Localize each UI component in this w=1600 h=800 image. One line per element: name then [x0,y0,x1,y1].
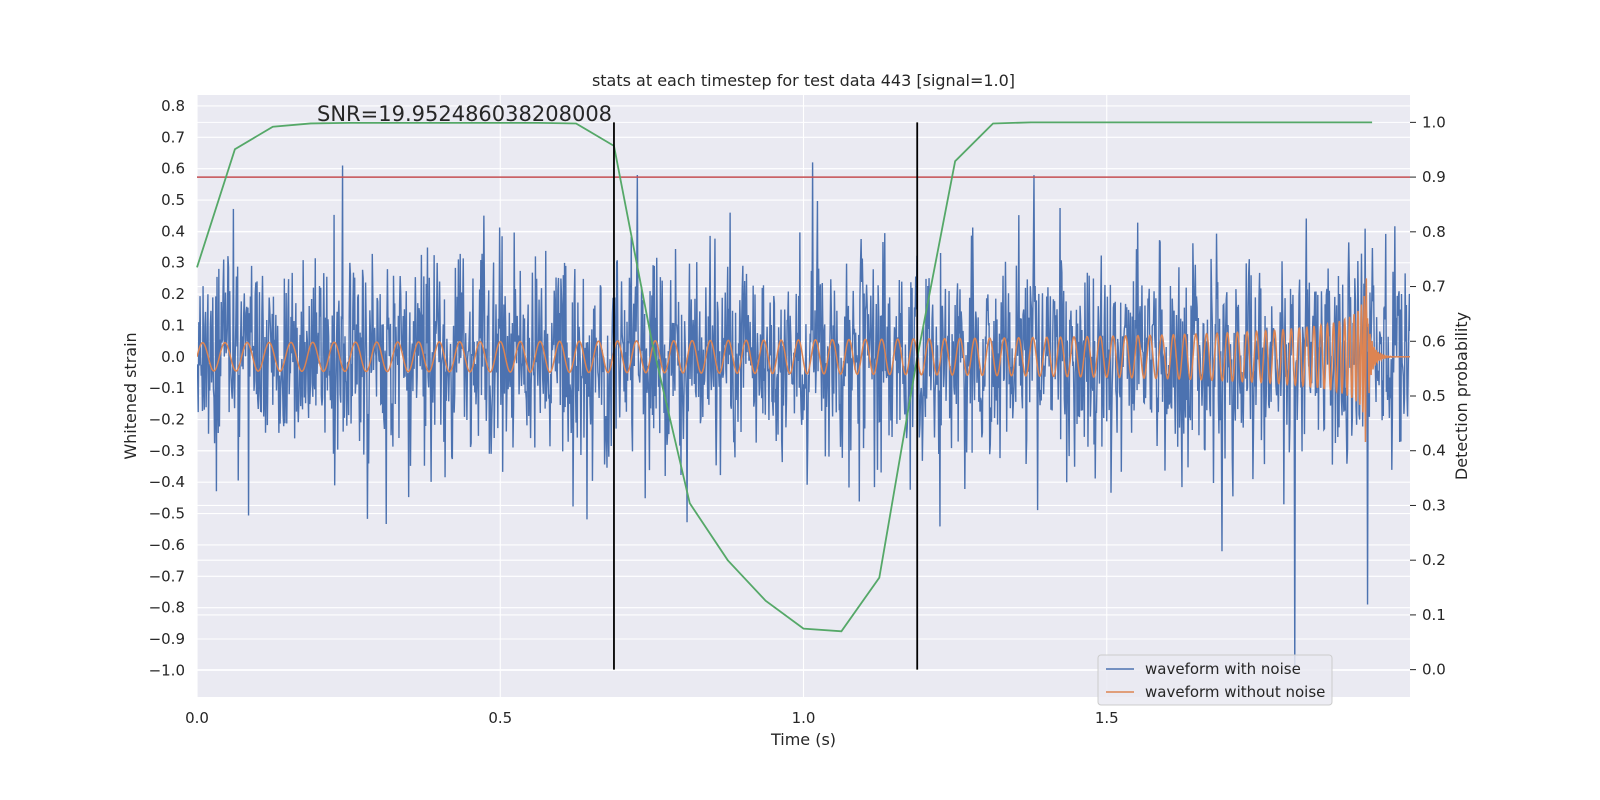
y-tick-label: 0.6 [161,160,185,178]
y2-tick-label: 0.1 [1422,606,1446,624]
y2-tick-label: 0.5 [1422,387,1446,405]
overlay-layer [196,121,1410,670]
y2-tick-label: 1.0 [1422,113,1446,131]
y2-tick-label: 0.6 [1422,332,1446,350]
chart-title: stats at each timestep for test data 443… [592,71,1015,90]
y-tick-label: 0.0 [161,348,185,366]
y2-axis-title: Detection probability [1452,312,1471,480]
y2-tick-label: 0.9 [1422,168,1446,186]
series-line-detection-probability [196,121,1373,633]
y2-tick-label: 0.3 [1422,496,1446,514]
y-tick-label: −0.5 [149,505,185,523]
x-axis-title: Time (s) [770,730,836,749]
y-tick-label: 0.3 [161,254,185,272]
y2-tick-label: 0.0 [1422,661,1446,679]
series-layer [197,162,1410,671]
y-tick-label: 0.7 [161,128,185,146]
ticks-layer: 0.0 0.5 1.0 1.5 −1.0 −0.9 −0.8 −0.7 −0.6 −0.5 −0.4… [149,97,1446,727]
y2-tick-label: 0.2 [1422,551,1446,569]
y-tick-label: −0.7 [149,567,185,585]
legend-box [1097,654,1333,706]
legend-label-waveform-without-noise: waveform without noise [1145,683,1325,701]
legend-label-waveform-with-noise: waveform with noise [1145,660,1301,678]
y-tick-label: 0.8 [161,97,185,115]
y-tick-label: −0.6 [149,536,185,554]
y-axis-title: Whitened strain [121,332,140,459]
x-tick-label: 0.5 [488,709,512,727]
legend: waveform with noise waveform without noi… [1097,654,1333,706]
y2-tick-label: 0.4 [1422,442,1446,460]
y-tick-label: −0.3 [149,442,185,460]
x-tick-label: 1.0 [792,709,816,727]
y2-tick-label: 0.8 [1422,223,1446,241]
x-tick-label: 0.0 [185,709,209,727]
y2-tick-label: 0.7 [1422,278,1446,296]
y-tick-label: −0.8 [149,599,185,617]
series-line-waveform-with-noise [197,162,1410,671]
y-tick-label: 0.5 [161,191,185,209]
x-tick-label: 1.5 [1095,709,1119,727]
y-tick-label: −0.2 [149,411,185,429]
y-tick-label: 0.1 [161,316,185,334]
y-tick-label: −0.1 [149,379,185,397]
snr-annotation: SNR=19.952486038208008 [317,102,612,126]
y-tick-label: 0.4 [161,222,185,240]
y-tick-label: −1.0 [149,661,185,679]
y-tick-label: −0.4 [149,473,185,491]
series-line-waveform-without-noise [197,278,1410,442]
y-tick-label: −0.9 [149,630,185,648]
y-tick-label: 0.2 [161,285,185,303]
